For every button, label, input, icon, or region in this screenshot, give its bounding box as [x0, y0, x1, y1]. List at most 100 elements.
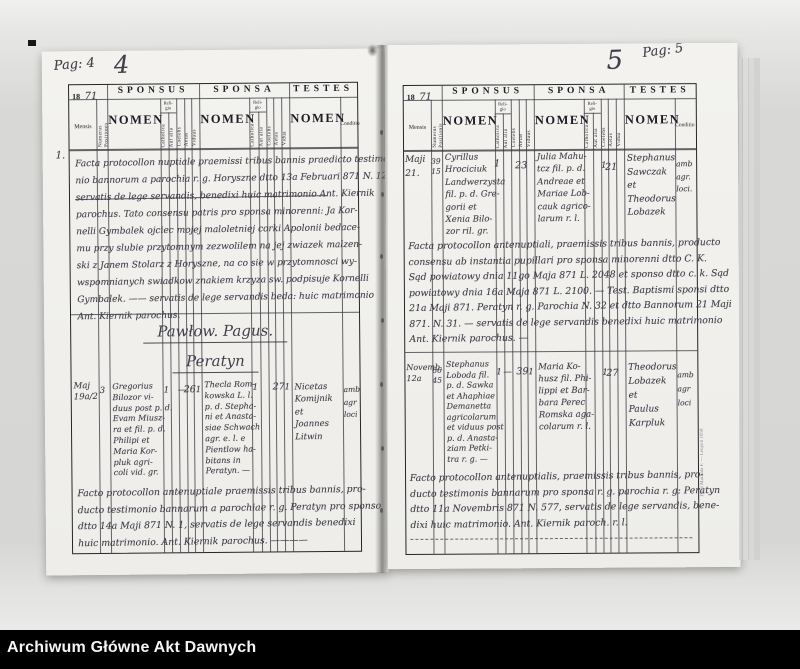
page-number-handwritten: 5	[605, 45, 624, 77]
entry-numerus: 66 45	[432, 366, 442, 385]
handwritten-line: et Ahaphiae	[446, 390, 496, 401]
handwritten-line: Paulus	[628, 404, 659, 415]
handwritten-line: agr.	[676, 171, 691, 181]
section-heading: Pawłow. Pagus.	[143, 321, 288, 344]
handwritten-line: Lobazek	[628, 376, 667, 387]
handwritten-line: amb	[675, 159, 693, 169]
conditio-note: amb agr loci	[677, 368, 694, 410]
entry-date: Maji 21.	[405, 154, 426, 181]
handwritten-line: zor ril. gr.	[445, 226, 489, 238]
flag-viduus: 1	[195, 385, 202, 396]
record-note: Facto protocollon antenuptiale praemissi…	[77, 482, 382, 553]
binding-smudge	[367, 44, 378, 57]
handwritten-line: loci	[343, 409, 358, 419]
handwritten-line: 19a/2	[73, 391, 99, 403]
religio-header: Reli-gio	[498, 100, 508, 112]
stitch-dot	[381, 446, 384, 451]
handwritten-line: tra r. g. —	[447, 453, 488, 464]
section-heading: Peratyn	[172, 351, 259, 374]
handwritten-line: Theodorus	[627, 193, 676, 205]
handwritten-line: agr	[343, 397, 357, 407]
register-table: 18 71 SPONSUS SPONSA TESTES NOMEN NOMEN …	[68, 81, 388, 555]
flag-vidua: 1	[284, 382, 291, 393]
page-number-handwritten: 4	[113, 50, 130, 80]
handwritten-line: loci.	[676, 184, 693, 194]
column-group-sponsa: SPONSA	[547, 85, 610, 97]
handwritten-line: cauk agrico-	[537, 201, 591, 212]
handwritten-line: Maj	[73, 381, 91, 392]
handwritten-line: Litwin	[295, 431, 323, 443]
book-spine	[375, 45, 388, 573]
handwritten-line: loci	[677, 398, 692, 408]
numerus-header: Numerus Positionis	[97, 122, 108, 148]
conditio-header: Conditio	[340, 120, 360, 127]
testes-names: Nicetas Komijnik et Joannes Litwin	[294, 381, 333, 444]
handwritten-line: 45	[432, 375, 443, 385]
handwritten-line: Landwerzysta	[445, 176, 506, 188]
handwritten-line: amb	[677, 370, 694, 380]
handwritten-line: 66	[432, 365, 442, 375]
dashed-rule	[410, 537, 693, 541]
conditio-header: Conditio	[675, 122, 695, 129]
section-rule	[405, 350, 698, 353]
handwritten-line: larum r. l.	[537, 213, 580, 225]
handwritten-line: et	[627, 180, 637, 191]
religio-header: Reli-gio	[163, 99, 173, 111]
mensis-header: Mensis	[408, 124, 427, 131]
column-group-testes: TESTES	[293, 83, 354, 95]
corner-artifact	[28, 40, 36, 46]
testes-names: Theodorus Lobazek et Paulus Karpluk	[628, 360, 677, 431]
handwritten-line: tcz fil. p. d.	[536, 164, 586, 175]
conditio-note: amb agr. loci.	[676, 158, 693, 196]
handwritten-line: Maji	[404, 154, 426, 166]
flag-catholica: 1	[163, 385, 170, 396]
handwritten-line: 3	[99, 385, 106, 397]
left-page-scan: Pag: 4 4 1. 18 71 SPONSUS SPONSA TESTES …	[41, 48, 389, 576]
entry-date: Maj 19a/2	[74, 381, 98, 403]
handwritten-line: Theodorus	[628, 362, 677, 373]
archive-name: Archiwum Główne Akt Dawnych	[7, 639, 257, 656]
handwritten-line: Demanetta	[446, 401, 492, 411]
handwritten-line: agricolarum	[446, 411, 497, 422]
handwritten-line: Loboda fil.	[446, 369, 490, 380]
mensis-header: Mensis	[74, 124, 92, 131]
page-label: Pag: 5	[641, 42, 685, 61]
column-group-testes: TESTES	[629, 85, 690, 96]
nomen-header: NOMEN	[442, 113, 499, 128]
handwritten-line: Sawczak	[627, 166, 667, 178]
record-note: Facto protocollon antenuptialis, praemis…	[410, 467, 721, 533]
handwritten-line: et	[294, 407, 304, 418]
handwritten-line: et viduus post	[446, 422, 504, 432]
testes-names: Stephanus Sawczak et Theodorus Lobazek	[627, 152, 676, 220]
stitch-dot	[380, 254, 383, 259]
handwritten-line: Lobazek	[627, 207, 666, 218]
handwritten-line: Joannes	[294, 419, 330, 430]
handwritten-line: Xenia Bilo-	[445, 214, 493, 225]
page-label: Pag: 4	[53, 55, 96, 74]
flag-viduus: 1	[528, 367, 534, 378]
register-table: 18 71 SPONSUS SPONSA TESTES NOMEN NOMEN …	[402, 83, 732, 555]
column-group-sponsus: SPONSUS	[117, 85, 189, 96]
handwritten-line: coli vid. gr.	[113, 467, 159, 478]
religio-header: Reli-gio	[253, 99, 263, 110]
sponsa-name: Julia Mahu-tcz fil. p. d. Andreae et Maria…	[537, 151, 591, 226]
nomen-header: NOMEN	[534, 112, 591, 128]
column-group-sponsa: SPONSA	[213, 84, 275, 96]
nomen-header: NOMEN	[624, 112, 681, 127]
record-note: Facta protocollon antenuptiali, praemiss…	[408, 235, 732, 348]
handwritten-line: Ant. Kiernik parochus. —	[409, 332, 529, 346]
handwritten-line: p. d. Sawka	[446, 380, 494, 390]
handwritten-line: ziam Petki-	[447, 443, 492, 453]
handwritten-line: fil. p. d. Gre-	[445, 189, 500, 201]
header-rule	[69, 146, 358, 151]
printer-imprint: Typis Machala F. — Leopoli 1858	[699, 428, 706, 498]
handwritten-line: 39	[431, 156, 441, 166]
nomen-header: NOMEN	[200, 111, 256, 127]
handwritten-line: Stephanus	[445, 359, 489, 369]
archive-footer-bar: Archiwum Główne Akt Dawnych	[0, 630, 800, 669]
handwritten-line: Karpluk	[628, 418, 666, 429]
handwritten-line: Nicetas	[294, 381, 328, 393]
handwritten-line: Andreae et	[537, 176, 585, 188]
stitch-dot	[380, 382, 383, 387]
